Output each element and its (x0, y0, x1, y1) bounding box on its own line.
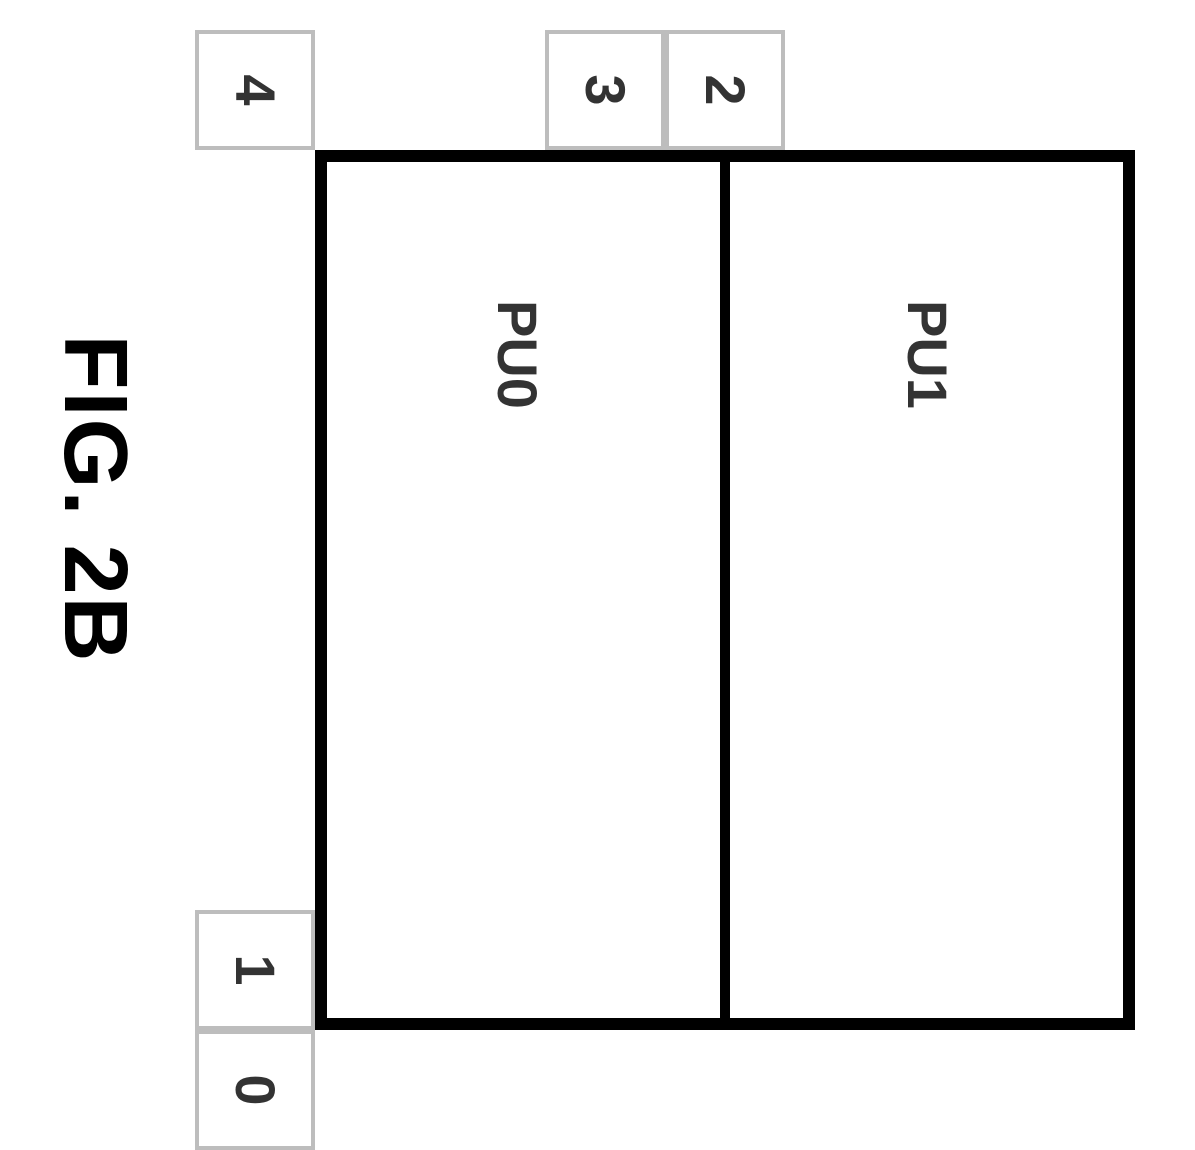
box-4-label: 4 (227, 74, 283, 105)
box-2: 2 (665, 30, 785, 150)
pu1-label: PU1 (899, 300, 955, 409)
pu-divider (720, 150, 730, 1030)
box-3-label: 3 (577, 74, 633, 105)
pu0-label: PU0 (489, 300, 545, 409)
figure-caption: FIG. 2B (50, 335, 140, 664)
box-3: 3 (545, 30, 665, 150)
box-4: 4 (195, 30, 315, 150)
box-1-label: 1 (227, 954, 283, 985)
box-1: 1 (195, 910, 315, 1030)
box-2-label: 2 (697, 74, 753, 105)
diagram-stage: PU0PU101234FIG. 2B (0, 0, 1195, 1069)
box-0-label: 0 (227, 1074, 283, 1105)
box-0: 0 (195, 1030, 315, 1150)
